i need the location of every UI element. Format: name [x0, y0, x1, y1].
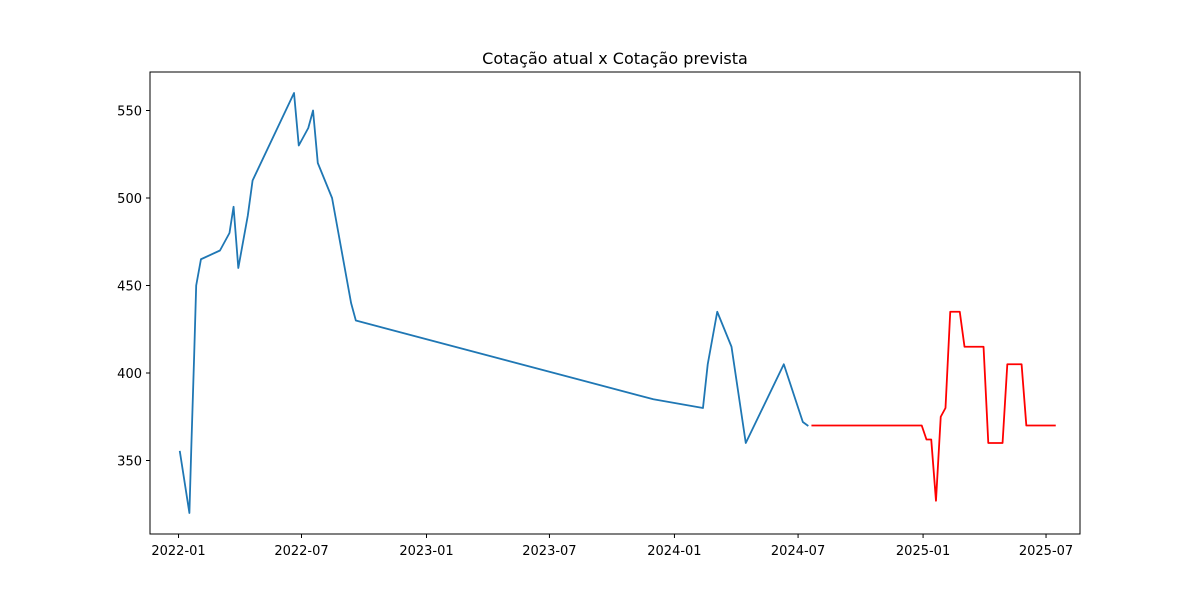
chart-title: Cotação atual x Cotação prevista [482, 49, 748, 68]
x-tick-label: 2023-07 [522, 544, 576, 559]
y-axis: 350 400 450 500 550 [117, 105, 150, 470]
y-tick-label: 450 [117, 280, 142, 295]
x-tick-label: 2025-01 [896, 544, 950, 559]
y-tick-label: 550 [117, 105, 142, 120]
x-tick-label: 2024-07 [771, 544, 825, 559]
plot-area-frame [149, 71, 1081, 535]
x-axis: 2022-01 2022-07 2023-01 2023-07 2024-01 2024-… [151, 534, 1073, 559]
x-tick-label: 2022-07 [274, 544, 328, 559]
x-tick-label: 2022-01 [151, 544, 205, 559]
y-tick-label: 350 [117, 455, 142, 470]
series-layer [178, 92, 1056, 514]
series-line-1 [178, 92, 809, 514]
x-tick-label: 2023-01 [399, 544, 453, 559]
series-line-2 [811, 310, 1056, 502]
y-tick-label: 400 [117, 367, 142, 382]
x-tick-label: 2024-01 [647, 544, 701, 559]
y-tick-label: 500 [117, 192, 142, 207]
x-tick-label: 2025-07 [1019, 544, 1073, 559]
